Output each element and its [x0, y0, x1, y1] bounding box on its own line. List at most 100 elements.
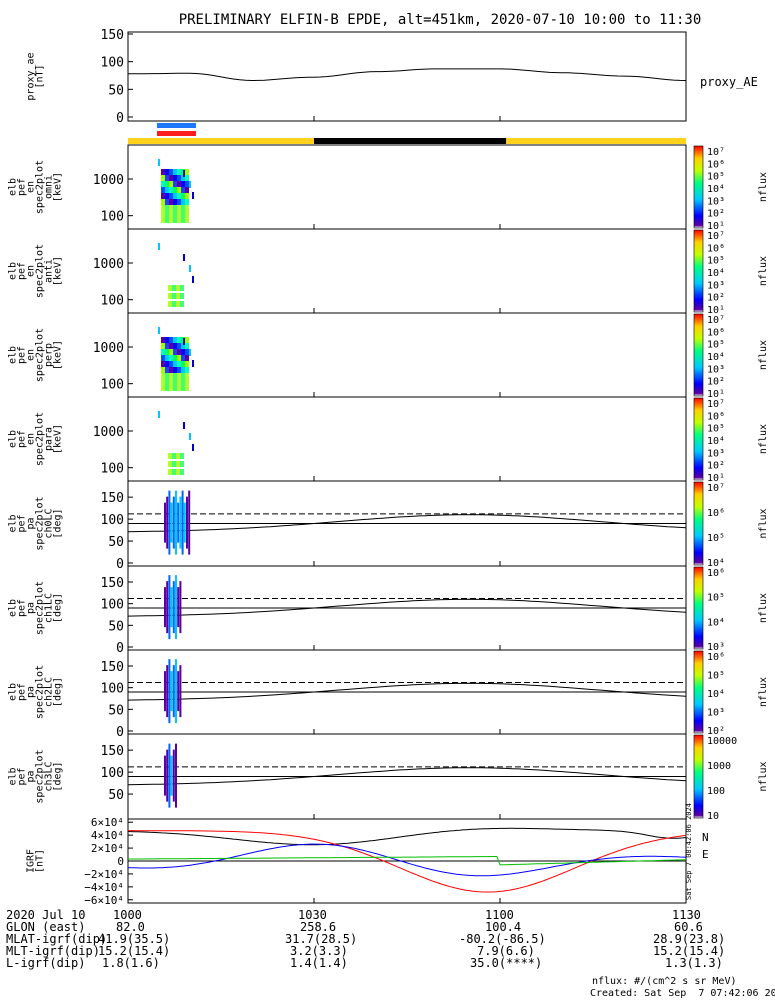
panel-perp-ylabel-line-5: [keV]: [53, 340, 64, 370]
panel-ch3LC-colorbar-tick: 10: [707, 811, 719, 822]
panel-perp-cell: [173, 349, 177, 355]
panel-perp-ytick-label: 100: [101, 378, 124, 393]
panel-perp-cell: [169, 361, 173, 367]
panel-omni-cell: [173, 187, 177, 193]
panel-para-cell: [180, 453, 184, 459]
panel-perp-cell: [177, 379, 181, 385]
panel-anti-cell: [172, 285, 176, 291]
panel-para-cell: [180, 469, 184, 475]
igrf-legend-e: E: [702, 848, 709, 861]
panel-para-ylabel-line-0: elb: [8, 430, 19, 448]
mlat-1100: -80.2(-86.5): [459, 932, 546, 946]
panel-perp-cell: [185, 355, 189, 361]
panel-ch0LC-cell: [179, 496, 182, 549]
panel-perp-colorbar-tick: 10⁵: [707, 340, 725, 351]
panel-para-cell: [158, 411, 160, 418]
panel-para-colorbar-tick: 10⁴: [707, 436, 725, 447]
panel-omni-cell: [161, 169, 165, 175]
panel-para-cell: [180, 461, 184, 467]
panel-ch3LC-cell: [172, 749, 175, 802]
panel-omni-colorbar-tick: 10²: [707, 209, 725, 220]
panel-omni-cell: [177, 199, 181, 205]
created-note: Created: Sat Sep 7 07:42:06 2024: [590, 988, 775, 999]
panel-omni-cell: [181, 217, 185, 223]
row-label-lshell: L-igrf(dip): [6, 956, 86, 970]
panel-perp-cell: [165, 379, 169, 385]
panel-ch0LC-cell: [172, 496, 175, 549]
igrf-ytick-label: −2×10⁴: [84, 868, 124, 881]
mlat-1030: 31.7(28.5): [285, 932, 358, 946]
panel-anti-ylabel-line-5: [keV]: [53, 256, 64, 286]
proxy-ae-ytick-label: 0: [116, 111, 124, 126]
igrf-ytick-label: 6×10⁴: [91, 816, 124, 829]
panel-ch2LC-colorbar-tick: 10⁵: [707, 671, 725, 682]
panel-anti-cell: [172, 293, 176, 299]
panel-anti-cell: [176, 285, 180, 291]
panel-omni-cell: [181, 193, 185, 199]
panel-perp-cell: [169, 337, 173, 343]
panel-ch0LC-cell: [170, 502, 173, 543]
panel-ch0LC-colorbar: [693, 481, 704, 566]
panel-anti-cell: [189, 265, 191, 272]
mlt-1100: 7.9(6.6): [477, 944, 535, 958]
row-label-time: 2020 Jul 10: [6, 908, 86, 922]
panel-perp-cell: [173, 373, 177, 379]
panel-anti-cell: [168, 293, 172, 299]
panel-ch3LC-ylabel-line-3: spec2plot: [35, 749, 46, 803]
panel-perp-ylabel-line-0: elb: [8, 346, 19, 364]
panel-perp-cell: [165, 337, 169, 343]
panel-ch1LC-cell: [172, 581, 175, 634]
igrf-east-line: [127, 843, 687, 877]
panel-ch1LC-ylabel-line-1: pef: [17, 599, 28, 617]
panel-ch0LC-colorbar-tick: 10⁵: [707, 533, 725, 544]
panel-ch1LC-cell: [170, 587, 173, 628]
panel-omni-cell: [161, 175, 165, 181]
panel-ch3LC-ylabel-line-1: pef: [17, 767, 28, 785]
panel-omni-cell: [169, 199, 173, 205]
igrf-legend-n: N: [702, 831, 709, 844]
panel-omni-cell: [177, 205, 181, 211]
panel-omni-colorbar-tick: 10⁷: [707, 147, 725, 158]
panel-ch0LC-losscone-curve: [127, 514, 687, 533]
panel-ch0LC-ylabel-line-0: elb: [8, 514, 19, 532]
panel-ch1LC-cell: [166, 581, 169, 634]
panel-perp-cell: [169, 367, 173, 373]
panel-perp-cell: [165, 385, 169, 391]
panel-perp-cell: [161, 349, 165, 355]
panel-omni-cell: [185, 205, 189, 211]
panel-ch2LC-ylabel-line-4: ch2LC: [44, 677, 55, 707]
panel-ch1LC-ylabel-line-2: pa: [26, 602, 37, 614]
panel-omni-ylabel-line-2: en: [26, 181, 37, 193]
panel-ch1LC-ytick-label: 150: [101, 576, 124, 591]
panel-anti-cell: [176, 293, 180, 299]
panel-omni-cell: [177, 175, 181, 181]
panel-anti-ytick-label: 100: [101, 294, 124, 309]
panel-perp-cell: [181, 373, 185, 379]
panel-anti-cell: [180, 301, 184, 307]
panel-ch2LC-ytick-label: 100: [101, 682, 124, 697]
panel-perp-ylabel-line-4: perp: [44, 343, 55, 367]
igrf-side-stamp: Sat Sep 7 08:42:06 2024: [685, 803, 693, 900]
panel-omni-cell: [185, 211, 189, 217]
panel-ch0LC-colorbar-tick: 10⁷: [707, 483, 725, 494]
eclipse-bar: [314, 138, 507, 144]
panel-anti-ytick-label: 1000: [93, 257, 124, 272]
panel-ch2LC-colorbar-tick: 10²: [707, 726, 725, 737]
panel-perp-cell: [165, 373, 169, 379]
panel-omni-cell: [177, 169, 181, 175]
panel-para-colorbar-tick: 10⁷: [707, 399, 725, 410]
panel-omni-cell: [161, 181, 165, 187]
panel-perp-cell: [185, 337, 189, 343]
panel-perp-ylabel-line-3: spec2plot: [35, 328, 46, 382]
panel-perp-cell: [181, 343, 185, 349]
panel-ch1LC-colorbar-tick: 10⁵: [707, 593, 725, 604]
panel-ch2LC-ylabel-line-0: elb: [8, 683, 19, 701]
panel-perp-cell: [165, 367, 169, 373]
panel-perp-cell: [173, 355, 177, 361]
row-label-mlat: MLAT-igrf(dip): [6, 932, 108, 946]
row-label-mlt: MLT-igrf(dip): [6, 944, 100, 958]
panel-perp-cell: [185, 373, 189, 379]
proxy-ae-ylabel-line-0: proxy_ae: [26, 52, 37, 100]
panel-ch1LC-losscone-curve: [127, 598, 687, 617]
